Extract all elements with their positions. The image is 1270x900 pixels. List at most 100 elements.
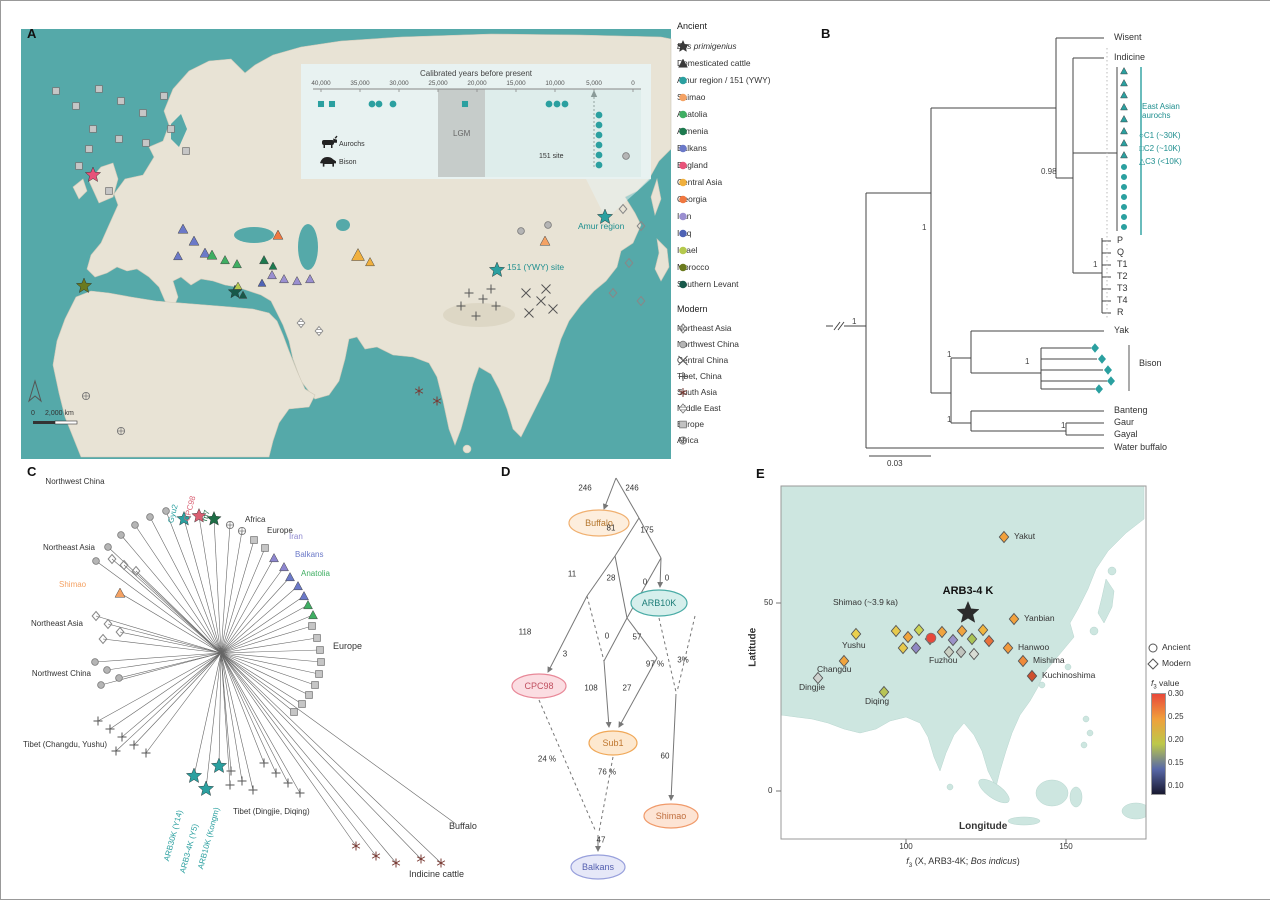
marker-star [185,767,203,783]
marker-square [290,708,298,716]
marker-diamond [1104,365,1112,375]
timeline-tick-label: 40,000 [311,80,331,87]
marker-square [298,700,306,708]
diamond_h-icon [678,403,688,414]
radial-branch [220,652,310,696]
marker-diamond [897,641,909,655]
tip-gaur: Gaur [1114,417,1135,427]
marker-tri [206,249,218,260]
label-europe-right: Europe [333,641,363,651]
marker-ast [436,858,446,868]
radial-branch [95,615,222,654]
edge-27: 27 [622,683,632,693]
scale-zero-label: 0 [31,410,35,417]
circle-icon [679,340,687,349]
tree-branches [826,37,1118,457]
marker-tri [267,269,277,280]
legend-item-label: Balkans [677,142,707,153]
radial-branch [220,652,322,663]
radial-branch [220,652,422,860]
radial-branch [123,564,222,654]
timeline-tick-labels: 40,000 35,000 30,000 25,000 20,000 15,000 10,0… [311,80,635,87]
circle-icon [679,144,687,152]
radial-branch [111,558,222,654]
legend-item: Northwest China [677,336,809,352]
graph-node-ellipse [643,803,699,829]
circle-icon [679,195,687,203]
site-kuchinoshima: Kuchinoshima [1042,670,1096,680]
edge-3pct: 3% [677,655,689,665]
marker-diamond_o [618,203,628,215]
marker-square [313,634,321,642]
marker-tri [259,254,269,265]
marker-star [206,510,222,526]
marker-circle_cross [679,436,687,445]
radial-branch [220,652,316,686]
marker-diamond [966,632,978,646]
legend-item: Shimao [677,88,809,105]
radial-branch [220,604,309,654]
marker-star [676,39,690,52]
marker-tri [1120,138,1128,147]
legend-item: Middle East [677,400,809,416]
marker-square [167,125,175,133]
marker-square [261,544,269,552]
tip-bison: Bison [1139,358,1162,368]
radial-branch [149,516,222,654]
marker-star [596,208,614,224]
marker-plus [259,758,269,768]
diamond_o-icon [678,323,688,334]
marker-tri [173,250,183,261]
timeline-tick-label: 15,000 [506,80,526,87]
cbar-tick-030: 0.30 [1168,689,1184,698]
marker-tri [279,273,289,284]
marker-circle [553,100,561,108]
marker-tri [269,552,279,563]
marker-circle [1120,163,1128,171]
marker-circle [595,121,603,129]
marker-tri [279,561,289,572]
legend-item-label: Africa [677,435,699,445]
marker-star [197,780,215,796]
label-africa: Africa [245,515,266,524]
site-mishima: Mishima [1033,655,1065,665]
graph-node-ellipse [511,673,567,699]
edge-175: 175 [640,525,654,535]
inset-connector [586,179,651,219]
marker-tri [114,587,126,598]
legend-item: Anatolia [677,105,809,122]
legend-item: Central China [677,352,809,368]
panel-label-b: B [821,26,831,41]
marker-tri [539,235,551,246]
tip-r: R [1117,307,1124,317]
marker-diamond [902,630,914,644]
cbar-tick-025: 0.25 [1168,712,1184,721]
radial-branch [220,652,232,772]
bison-icon [320,157,336,167]
bison-label: Bison [339,159,357,166]
scatter-points [812,530,1038,699]
aurochs-icon [322,135,338,148]
marker-circle [679,212,687,220]
radial-branch [145,652,222,754]
legend-modern-icon [1147,658,1159,670]
marker-diamond [1026,669,1038,683]
axis-longitude: Longitude [959,821,1008,832]
site-fuzhou: Fuzhou [929,655,958,665]
graph-node-ellipse [588,730,638,756]
panel-label-e: E [756,466,765,481]
marker-square [461,100,469,108]
marker-diamond_h [314,325,324,337]
marker-diamond [1095,384,1103,394]
label-nw-china-lower: Northwest China [31,669,91,678]
marker-circle [91,658,99,666]
node-shimao: Shimao [655,810,687,821]
marker-circle [1120,223,1128,231]
marker-square [75,162,83,170]
marker-diamond [955,645,967,659]
marker-square [139,109,147,117]
legend-item-label: Shimao [677,91,706,102]
map-markers [52,85,646,436]
legend-item: Africa [677,432,809,448]
marker-plus [237,776,247,786]
